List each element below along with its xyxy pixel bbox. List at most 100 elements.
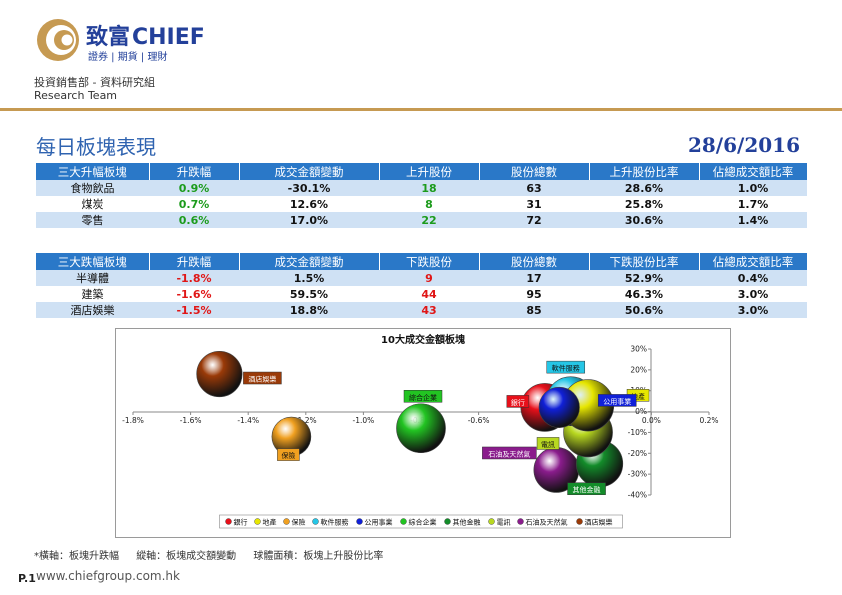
- brand-name-cn: 致富: [86, 24, 130, 50]
- falling-ratio-cell: 52.9%: [589, 270, 699, 286]
- column-header: 成交金額變動: [239, 163, 380, 180]
- bubble-label-box: [277, 448, 300, 461]
- turnover-share-cell: 1.7%: [737, 197, 769, 211]
- turnover-share-cell: 1.4%: [699, 212, 807, 228]
- column-header: 升跌幅: [149, 253, 240, 270]
- top-gainers-table: 三大升幅板塊 升跌幅 成交金額變動 上升股份 股份總數 上升股份比率 佔總成交額…: [36, 163, 808, 228]
- bubble-label-box: [567, 482, 606, 495]
- rising-stocks-cell: 8: [425, 197, 433, 211]
- bubble-chart-svg: 10大成交金額板塊 -1.8%-1.6%-1.4%-1.2%-1.0%-0.8%…: [122, 333, 719, 529]
- x-tick-label: -0.6%: [468, 416, 490, 425]
- column-header: 成交金額變動: [239, 253, 380, 270]
- x-tick-label: -1.6%: [180, 416, 202, 425]
- total-stocks-cell: 72: [479, 212, 589, 228]
- sector-name: 零售: [36, 212, 149, 228]
- table-row: 零售 0.6% 17.0% 22 72 30.6% 1.4%: [36, 212, 807, 228]
- turnover-share-cell: 0.4%: [699, 270, 807, 286]
- sector-name: 建築: [81, 288, 104, 301]
- sector-name: 煤炭: [81, 198, 104, 211]
- turnover-change-cell: -30.1%: [239, 180, 379, 196]
- total-stocks-cell: 95: [526, 287, 542, 301]
- bubble-label: 地產: [631, 392, 645, 401]
- change-cell: -1.6%: [176, 287, 212, 301]
- bubble-label-box: [403, 390, 443, 403]
- turnover-share-cell: 3.0%: [737, 287, 769, 301]
- sector-name: 半導體: [36, 270, 149, 286]
- total-stocks-cell: 63: [479, 180, 589, 196]
- department-cn: 投資銷售部 - 資料研究組: [34, 76, 155, 89]
- report-date: 28/6/2016: [687, 133, 800, 157]
- y-tick-label: -30%: [628, 470, 647, 479]
- bubble-label-box: [536, 437, 560, 450]
- table-header-row: 三大跌幅板塊 升跌幅 成交金額變動 下跌股份 股份總數 下跌股份比率 佔總成交額…: [36, 253, 808, 270]
- column-header: 股份總數: [479, 253, 590, 270]
- brand-logo-graphic: 致富 CHIEF 證券 | 期貨 | 理財: [37, 19, 205, 63]
- falling-stocks-cell: 9: [379, 270, 479, 286]
- legend-marker: [356, 518, 363, 525]
- column-header: 下跌股份比率: [589, 253, 700, 270]
- total-stocks-cell: 85: [479, 302, 589, 318]
- change-cell: 0.9%: [149, 180, 239, 196]
- sector-name: 酒店娛樂: [36, 302, 149, 318]
- rising-stocks-cell: 18: [379, 180, 479, 196]
- total-stocks-cell: 31: [526, 197, 542, 211]
- bubble-note: 球體面積：板塊上升股份比率: [253, 551, 384, 562]
- turnover-change-cell: 1.5%: [239, 270, 379, 286]
- bubble-label-box: [506, 395, 530, 408]
- change-cell: -1.5%: [149, 302, 239, 318]
- y-tick-label: -40%: [628, 491, 647, 500]
- sector-name: 食物飲品: [36, 180, 149, 196]
- legend-marker: [488, 518, 495, 525]
- turnover-change-cell: 18.8%: [239, 302, 379, 318]
- bubble-label: 石油及天然氣: [488, 449, 530, 458]
- legend-entry: 石油及天然氣: [526, 518, 568, 527]
- y-tick-label: 0%: [635, 407, 647, 416]
- bubble-label-box: [597, 394, 637, 407]
- column-header: 佔總成交額比率: [699, 163, 808, 180]
- change-cell: -1.8%: [149, 270, 239, 286]
- y-tick-label: -20%: [628, 449, 647, 458]
- legend-entry: 地產: [263, 518, 277, 527]
- legend-marker: [400, 518, 407, 525]
- bubble-label: 軟件服務: [552, 364, 580, 373]
- change-cell: 0.7%: [178, 197, 210, 211]
- website-link[interactable]: www.chiefgroup.com.hk: [36, 569, 180, 583]
- y-tick-label: 20%: [630, 365, 647, 374]
- bubble-label: 銀行: [511, 398, 525, 407]
- sector-bubble-chart: 10大成交金額板塊 -1.8%-1.6%-1.4%-1.2%-1.0%-0.8%…: [115, 328, 731, 538]
- falling-ratio-cell: 50.6%: [589, 302, 699, 318]
- turnover-share-cell: 3.0%: [699, 302, 807, 318]
- turnover-change-cell: 59.5%: [289, 287, 329, 301]
- brand-tagline: 證券 | 期貨 | 理財: [88, 50, 167, 63]
- legend-marker: [225, 518, 232, 525]
- chart-legend-box: [219, 514, 623, 529]
- falling-stocks-cell: 43: [379, 302, 479, 318]
- table-header-row: 三大升幅板塊 升跌幅 成交金額變動 上升股份 股份總數 上升股份比率 佔總成交額…: [36, 163, 808, 180]
- legend-entry: 軟件服務: [321, 518, 349, 527]
- column-header: 三大跌幅板塊: [36, 253, 150, 270]
- turnover-change-cell: 12.6%: [289, 197, 329, 211]
- x-tick-label: -1.8%: [122, 416, 144, 425]
- column-header: 上升股份: [379, 163, 480, 180]
- bubble-酒店娛樂: [196, 350, 243, 398]
- column-header: 股份總數: [479, 163, 590, 180]
- column-header: 上升股份比率: [589, 163, 700, 180]
- legend-marker: [283, 518, 290, 525]
- legend-marker: [576, 518, 583, 525]
- bubble-label: 綜合企業: [409, 393, 437, 402]
- header-divider: [0, 108, 842, 111]
- legend-entry: 公用事業: [365, 518, 393, 527]
- department-label: 投資銷售部 - 資料研究組 Research Team: [34, 76, 155, 102]
- legend-entry: 銀行: [234, 518, 248, 527]
- bubble-label: 公用事業: [603, 397, 631, 406]
- x-tick-label: -1.0%: [353, 416, 375, 425]
- y-axis-note: 縱軸：板塊成交額變動: [136, 551, 237, 562]
- falling-stocks-cell: 44: [421, 287, 437, 301]
- x-tick-label: -1.2%: [295, 416, 317, 425]
- falling-ratio-cell: 46.3%: [624, 287, 664, 301]
- legend-entry: 綜合企業: [409, 518, 437, 527]
- x-tick-label: 0.0%: [642, 416, 661, 425]
- chart-footnote: *橫軸：板塊升跌幅 縱軸：板塊成交額變動 球體面積：板塊上升股份比率: [34, 547, 397, 562]
- brand-logo: 致富 CHIEF 證券 | 期貨 | 理財: [34, 16, 244, 68]
- bubble-label: 電訊: [541, 440, 555, 449]
